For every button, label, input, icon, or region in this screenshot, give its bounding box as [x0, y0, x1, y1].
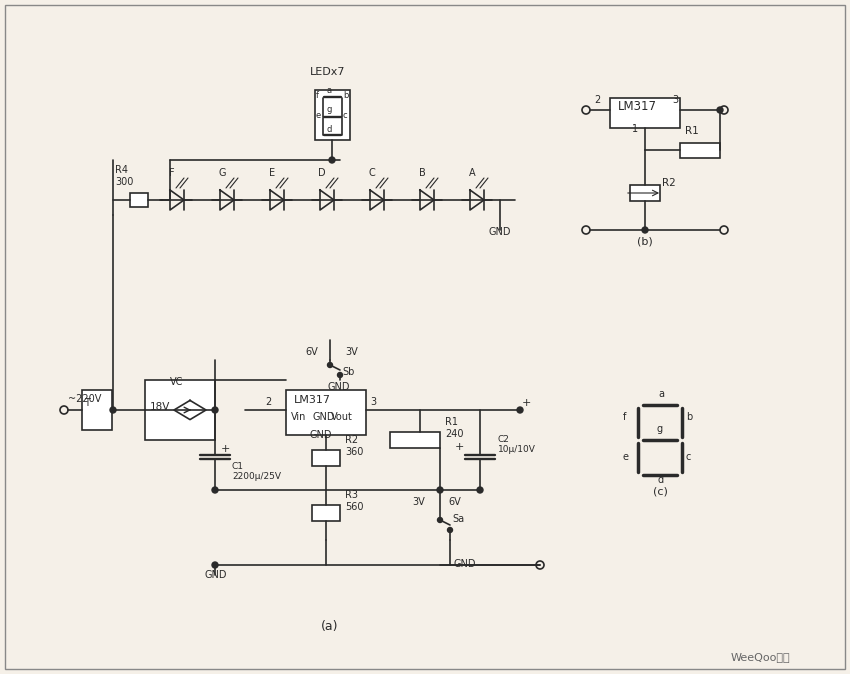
Bar: [286, 390, 366, 435]
Text: c: c: [686, 452, 691, 462]
Text: a: a: [658, 389, 664, 399]
Bar: [680, 143, 720, 158]
Circle shape: [327, 363, 332, 367]
Text: LEDx7: LEDx7: [310, 67, 345, 77]
Text: C: C: [369, 168, 376, 178]
Circle shape: [477, 487, 483, 493]
Text: (c): (c): [653, 487, 667, 497]
Circle shape: [642, 227, 648, 233]
Bar: [390, 432, 440, 448]
Text: 3: 3: [672, 95, 678, 105]
Text: D: D: [318, 168, 326, 178]
Text: 3V: 3V: [345, 347, 358, 357]
Text: a: a: [327, 86, 332, 95]
Circle shape: [437, 487, 443, 493]
Text: C2
10μ/10V: C2 10μ/10V: [498, 435, 536, 454]
Text: +: +: [522, 398, 531, 408]
Text: T: T: [84, 398, 90, 408]
Text: Sa: Sa: [452, 514, 464, 524]
Text: 6V: 6V: [305, 347, 318, 357]
Bar: [145, 380, 215, 440]
Text: GND: GND: [454, 559, 477, 569]
Text: 3: 3: [370, 397, 376, 407]
Text: Sb: Sb: [342, 367, 354, 377]
Text: (a): (a): [321, 620, 339, 633]
Text: 1: 1: [632, 124, 638, 134]
Text: GND: GND: [310, 430, 332, 440]
Circle shape: [110, 407, 116, 413]
Text: C1
2200μ/25V: C1 2200μ/25V: [232, 462, 281, 481]
Text: LM317: LM317: [618, 100, 657, 113]
Bar: [130, 193, 148, 207]
Circle shape: [517, 407, 523, 413]
Text: GND: GND: [205, 570, 228, 580]
Circle shape: [337, 373, 343, 377]
Text: f: f: [623, 412, 626, 422]
Text: g: g: [327, 105, 332, 114]
Bar: [610, 98, 680, 128]
Text: R2: R2: [662, 178, 676, 188]
Text: ~220V: ~220V: [68, 394, 101, 404]
Text: d: d: [658, 475, 664, 485]
Bar: [82, 390, 112, 430]
Text: E: E: [269, 168, 275, 178]
Text: A: A: [468, 168, 475, 178]
Text: e: e: [316, 111, 321, 120]
Text: 2: 2: [265, 397, 271, 407]
Circle shape: [212, 407, 218, 413]
Text: e: e: [623, 452, 629, 462]
Text: f: f: [316, 91, 319, 100]
Text: R4
300: R4 300: [115, 165, 133, 187]
Circle shape: [212, 562, 218, 568]
Text: d: d: [327, 125, 332, 134]
Text: 2: 2: [594, 95, 600, 105]
Bar: [312, 450, 340, 466]
Text: +: +: [221, 444, 230, 454]
Text: VC: VC: [170, 377, 184, 387]
Text: (b): (b): [638, 237, 653, 247]
Text: G: G: [218, 168, 226, 178]
Text: 18V: 18V: [150, 402, 170, 412]
Text: B: B: [418, 168, 425, 178]
Circle shape: [447, 528, 452, 532]
Text: R2
360: R2 360: [345, 435, 363, 457]
Text: 3V: 3V: [412, 497, 425, 507]
Circle shape: [329, 157, 335, 163]
Circle shape: [438, 518, 443, 522]
Text: LM317: LM317: [294, 395, 331, 405]
Text: GND: GND: [313, 412, 336, 422]
Circle shape: [717, 107, 723, 113]
Text: 6V: 6V: [448, 497, 461, 507]
Text: +: +: [455, 442, 464, 452]
Text: GND: GND: [489, 227, 511, 237]
Text: R1
240: R1 240: [445, 417, 463, 439]
Text: g: g: [657, 424, 663, 434]
Text: b: b: [343, 91, 348, 100]
Text: GND: GND: [328, 382, 350, 392]
Text: c: c: [343, 111, 348, 120]
Text: b: b: [686, 412, 692, 422]
Bar: [630, 185, 660, 201]
Bar: [315, 90, 350, 140]
Text: F: F: [169, 168, 175, 178]
Text: WeeQoo维库: WeeQoo维库: [730, 652, 790, 662]
Text: R1: R1: [685, 126, 699, 136]
Text: Vout: Vout: [331, 412, 353, 422]
Circle shape: [212, 487, 218, 493]
Text: Vin: Vin: [291, 412, 306, 422]
Text: R3
560: R3 560: [345, 491, 364, 512]
Bar: [312, 505, 340, 521]
